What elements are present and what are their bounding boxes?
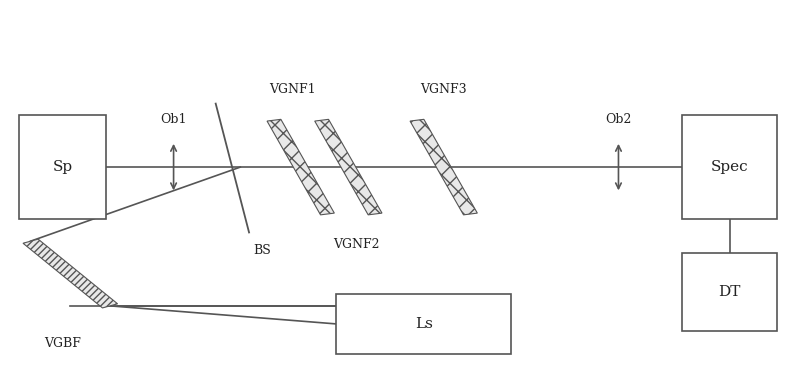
Polygon shape bbox=[314, 119, 382, 215]
Text: Spec: Spec bbox=[711, 160, 749, 174]
Polygon shape bbox=[23, 239, 118, 308]
Text: VGNF2: VGNF2 bbox=[333, 238, 379, 251]
Text: BS: BS bbox=[253, 244, 270, 257]
Text: Sp: Sp bbox=[52, 160, 73, 174]
Text: Ob2: Ob2 bbox=[606, 113, 632, 126]
Bar bbox=[682, 253, 778, 331]
Text: VGNF1: VGNF1 bbox=[270, 83, 316, 96]
Text: VGNF3: VGNF3 bbox=[420, 83, 467, 96]
Bar bbox=[337, 294, 511, 354]
Bar bbox=[18, 115, 106, 219]
Bar bbox=[682, 115, 778, 219]
Text: DT: DT bbox=[718, 285, 741, 299]
Text: VGBF: VGBF bbox=[44, 337, 81, 350]
Text: Ob1: Ob1 bbox=[160, 113, 187, 126]
Polygon shape bbox=[410, 119, 478, 215]
Text: Ls: Ls bbox=[415, 317, 433, 331]
Polygon shape bbox=[267, 119, 334, 215]
